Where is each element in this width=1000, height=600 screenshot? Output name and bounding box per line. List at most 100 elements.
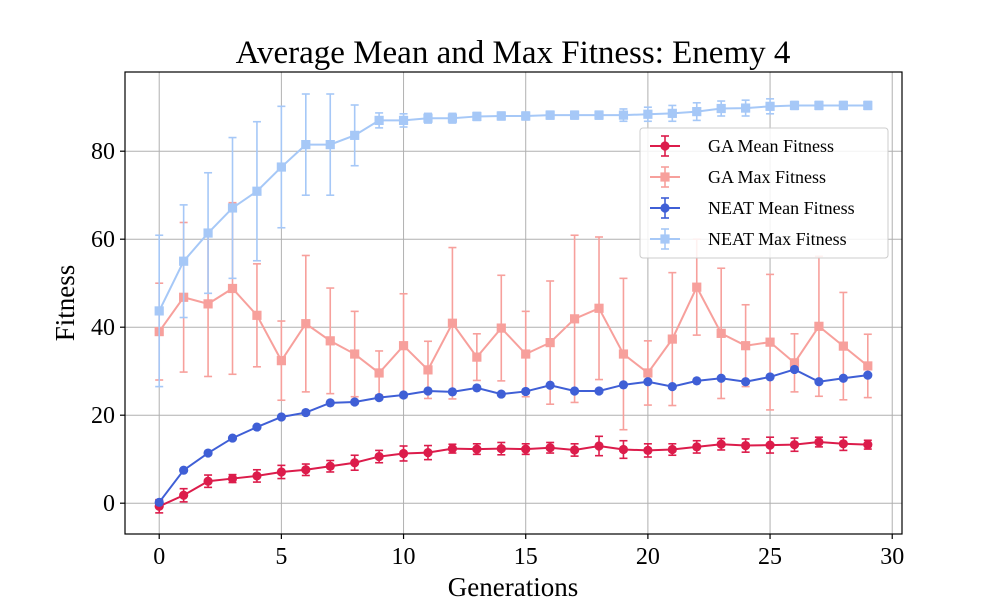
data-point (667, 382, 677, 392)
data-point (398, 341, 409, 351)
ticks: 0 5 10 15 20 25 30 0 20 40 60 80 (91, 139, 904, 570)
data-point (423, 365, 433, 375)
series-2 (154, 364, 873, 507)
y-tick-label: 80 (91, 139, 115, 165)
x-tick-label: 10 (392, 544, 416, 570)
data-point (301, 319, 311, 329)
data-point (863, 361, 873, 371)
data-point (545, 110, 555, 120)
x-tick-label: 15 (514, 544, 538, 570)
x-tick-label: 20 (636, 544, 660, 570)
data-point (765, 440, 775, 450)
data-point (203, 448, 213, 458)
data-point (618, 349, 629, 359)
data-point (594, 303, 604, 313)
data-point (692, 442, 702, 452)
data-point (521, 386, 531, 397)
data-point (741, 440, 751, 451)
series-3 (154, 93, 873, 388)
legend-item: NEAT Mean Fitness (650, 197, 855, 219)
data-point (814, 437, 824, 447)
data-point (545, 380, 555, 390)
chart-title: Average Mean and Max Fitness: Enemy 4 (236, 35, 791, 71)
data-point (789, 358, 800, 368)
data-point (643, 377, 653, 387)
legend-marker (660, 234, 670, 244)
data-point (301, 407, 311, 418)
data-point (350, 397, 360, 407)
data-point (374, 451, 384, 462)
data-point (594, 386, 604, 396)
data-point (716, 373, 726, 383)
data-point (496, 444, 506, 454)
data-point (863, 370, 873, 380)
data-point (667, 444, 677, 455)
x-tick-label: 30 (880, 544, 904, 570)
data-point (545, 338, 555, 348)
legend-box (639, 127, 889, 259)
data-point (643, 109, 653, 119)
data-point (398, 448, 409, 459)
data-point (374, 368, 384, 378)
x-tick-label: 5 (275, 544, 287, 570)
data-point (692, 107, 702, 117)
data-point (301, 140, 311, 150)
legend-item: GA Mean Fitness (650, 135, 834, 157)
data-point (594, 441, 604, 451)
legend: GA Mean Fitness GA Max Fitness NEAT Mean F… (639, 127, 889, 259)
data-point (521, 349, 531, 359)
data-point (741, 103, 751, 113)
data-point (179, 465, 189, 475)
data-point (667, 108, 677, 118)
data-point (301, 465, 311, 475)
legend-marker (660, 172, 670, 182)
data-point (643, 368, 653, 378)
data-point (252, 186, 262, 196)
legend-item: GA Max Fitness (650, 166, 826, 188)
data-point (618, 110, 629, 120)
data-point (716, 439, 726, 449)
data-point (423, 113, 433, 123)
data-point (496, 389, 506, 399)
data-point (447, 318, 458, 328)
data-point (521, 111, 531, 121)
data-point (838, 100, 848, 111)
data-point (227, 283, 238, 294)
data-point (472, 444, 482, 454)
legend-marker (660, 203, 670, 213)
data-point (423, 448, 433, 458)
plot-frame (124, 71, 903, 535)
data-point (814, 377, 824, 387)
data-point (789, 364, 800, 375)
data-point (447, 444, 458, 454)
y-tick-label: 40 (91, 315, 115, 341)
data-point (496, 323, 506, 333)
data-point (765, 101, 775, 111)
data-point (863, 100, 873, 111)
data-point (716, 328, 726, 338)
legend-item: NEAT Max Fitness (650, 228, 847, 250)
data-point (350, 349, 360, 359)
y-tick-label: 20 (91, 403, 115, 429)
data-point (716, 103, 726, 114)
data-point (203, 299, 213, 309)
data-point (789, 440, 800, 450)
data-point (276, 162, 286, 172)
data-point (325, 336, 335, 346)
data-point (227, 203, 238, 213)
data-point (838, 341, 848, 351)
x-tick-label: 0 (153, 544, 165, 570)
data-point (203, 228, 213, 238)
data-point (569, 445, 580, 455)
data-point (496, 111, 506, 121)
legend-label: GA Mean Fitness (708, 136, 834, 156)
data-point (618, 444, 629, 455)
data-point (374, 115, 384, 125)
data-point (569, 314, 580, 324)
data-point (741, 341, 751, 351)
x-axis-label: Generations (448, 572, 578, 600)
data-point (545, 443, 555, 453)
data-point (667, 334, 677, 344)
data-point (741, 377, 751, 387)
